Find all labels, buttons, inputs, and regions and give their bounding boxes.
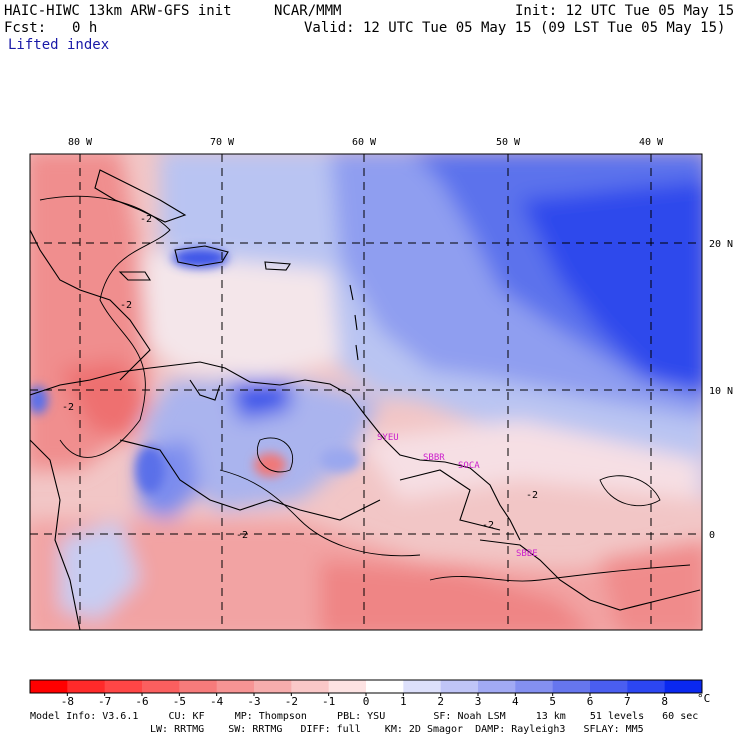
colorbar-swatch	[552, 680, 591, 693]
lon-label-50w: 50 W	[496, 137, 521, 148]
contour-label: -2	[526, 490, 538, 501]
colorbar-swatch	[478, 680, 516, 693]
colorbar-tick-label: 2	[437, 695, 444, 708]
colorbar-swatch	[142, 680, 180, 693]
model-title: HAIC-HIWC 13km ARW-GFS init	[4, 3, 232, 19]
colorbar-tick-label: -6	[135, 695, 149, 708]
colorbar-swatch	[403, 680, 442, 693]
lat-lon-grid	[30, 154, 702, 630]
lat-label-20n: 20 N	[709, 239, 733, 250]
lon-label-70w: 70 W	[210, 137, 235, 148]
colorbar-tick-label: 8	[661, 695, 668, 708]
colorbar-swatch	[440, 680, 479, 693]
colorbar-tick-label: -4	[210, 695, 224, 708]
colorbar-tick-label: 7	[624, 695, 631, 708]
colorbar-tick-label: 1	[400, 695, 407, 708]
lon-label-60w: 60 W	[352, 137, 377, 148]
valid-time: Valid: 12 UTC Tue 05 May 15 (09 LST Tue …	[304, 20, 726, 36]
lat-label-0: 0	[709, 530, 715, 541]
colorbar-swatch	[216, 680, 255, 693]
lat-label-10n: 10 N	[709, 386, 733, 397]
colorbar-swatch	[30, 680, 68, 693]
colorbar-tick-label: -2	[284, 695, 298, 708]
site-label-sbbe: SBBE	[516, 549, 538, 559]
colorbar-tick-label: 0	[362, 695, 370, 708]
site-label-syeu: SYEU	[377, 433, 399, 443]
model-info-line1: Model Info: V3.6.1 CU: KF MP: Thompson P…	[30, 711, 699, 722]
colorbar-swatch	[664, 680, 703, 693]
colorbar-swatch	[254, 680, 292, 693]
map-frame	[29, 153, 703, 631]
colorbar-swatch	[179, 680, 218, 693]
colorbar-tick-label: 5	[549, 695, 556, 708]
site-label-sbbr: SBBR	[423, 453, 445, 463]
colorbar-tick-label: -5	[172, 695, 186, 708]
colorbar-swatch	[627, 680, 666, 693]
colorbar-swatch	[515, 680, 554, 693]
contour-label: -2	[120, 300, 132, 311]
init-time: Init: 12 UTC Tue 05 May 15	[515, 3, 735, 19]
colorbar-swatch	[67, 680, 106, 693]
fcst-label: Fcst:	[4, 20, 47, 36]
field-name: Lifted index	[8, 37, 110, 53]
lifted-index-field	[30, 154, 702, 630]
colorbar-tick-label: 3	[474, 695, 482, 708]
colorbar-tick-label: 4	[512, 695, 519, 708]
colorbar-swatch	[328, 680, 367, 693]
colorbar-tick-label: 6	[586, 695, 594, 708]
colorbar	[29, 679, 703, 696]
colorbar-swatch	[366, 680, 404, 693]
site-label-soca: SOCA	[458, 461, 480, 471]
colorbar-unit: °C	[697, 692, 711, 705]
lon-label-40w: 40 W	[639, 137, 664, 148]
contour-label: -2	[140, 214, 152, 225]
fcst-value: 0 h	[72, 20, 98, 36]
colorbar-tick-label: -1	[322, 695, 336, 708]
colorbar-tick-label: -3	[247, 695, 261, 708]
contour-label: -2	[236, 530, 248, 541]
colorbar-tick-label: -7	[98, 695, 112, 708]
colorbar-swatch	[104, 680, 143, 693]
lon-label-80w: 80 W	[68, 137, 93, 148]
contour-label: -2	[62, 402, 74, 413]
colorbar-tick-label: -8	[60, 695, 74, 708]
contour-label: -2	[482, 520, 494, 531]
org-label: NCAR/MMM	[274, 3, 342, 19]
colorbar-swatch	[291, 680, 330, 693]
model-info-line2: LW: RRTMG SW: RRTMG DIFF: full KM: 2D Sm…	[150, 724, 644, 735]
colorbar-swatch	[590, 680, 628, 693]
